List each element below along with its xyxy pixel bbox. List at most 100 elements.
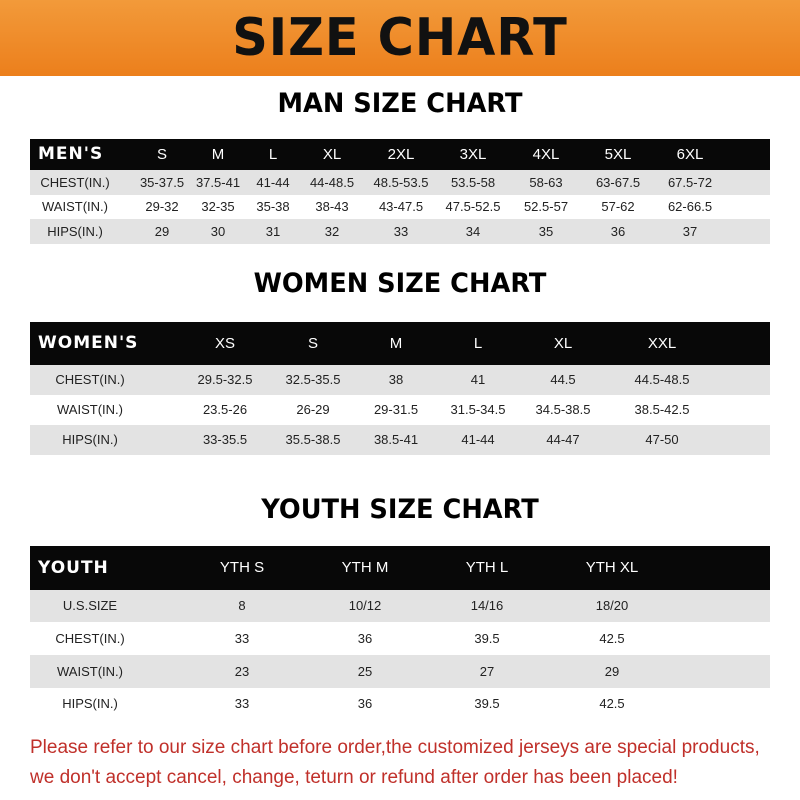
- size-header-cell: XXL: [647, 335, 677, 352]
- table-row: WAIST(IN.) 23 25 27 29: [30, 655, 770, 688]
- table-row: HIPS(IN.) 33-35.5 35.5-38.5 38.5-41 41-44 44-…: [30, 425, 770, 455]
- table-cell: 67.5-72: [667, 175, 713, 190]
- table-cell: 35.5-38.5: [285, 432, 341, 447]
- table-cell: 48.5-53.5: [373, 175, 429, 190]
- table-cell: 33: [234, 696, 250, 711]
- size-header-cell: YTH XL: [585, 559, 639, 576]
- table-cell: 36: [357, 696, 373, 711]
- table-cell: 47-50: [645, 432, 679, 447]
- table-cell: 38.5-42.5: [634, 402, 690, 417]
- table-cell: 31.5-34.5: [450, 402, 506, 417]
- size-chart-banner: SIZE CHART: [0, 0, 800, 76]
- table-cell: 36: [610, 224, 626, 239]
- table-cell: 23: [234, 664, 250, 679]
- table-cell: 26-29: [296, 402, 330, 417]
- size-header-cell: XS: [214, 335, 236, 352]
- table-cell: 23.5-26: [202, 402, 248, 417]
- table-title-cell: MEN'S: [38, 144, 104, 164]
- table-cell: 8: [238, 598, 246, 613]
- measurement-label: WAIST(IN.): [57, 402, 123, 417]
- notice-line-2: we don't accept cancel, change, teturn o…: [30, 767, 678, 788]
- table-header-row: MEN'S S M L XL 2XL 3XL 4XL 5XL 6XL: [30, 139, 770, 170]
- table-cell: 53.5-58: [450, 175, 496, 190]
- table-cell: 39.5: [474, 631, 500, 646]
- table-cell: 35-37.5: [139, 175, 185, 190]
- table-cell: 62-66.5: [667, 199, 713, 214]
- table-cell: 43-47.5: [378, 199, 424, 214]
- table-cell: 35: [538, 224, 554, 239]
- table-row: HIPS(IN.) 33 36 39.5 42.5: [30, 688, 770, 720]
- table-cell: 33: [234, 631, 250, 646]
- table-cell: 44-48.5: [309, 175, 355, 190]
- measurement-label: WAIST(IN.): [42, 199, 108, 214]
- table-row: WAIST(IN.) 23.5-26 26-29 29-31.5 31.5-34.5 34…: [30, 395, 770, 425]
- measurement-label: CHEST(IN.): [55, 372, 125, 387]
- size-header-cell: L: [268, 146, 278, 163]
- measurement-label: HIPS(IN.): [62, 432, 118, 447]
- table-cell: 39.5: [474, 696, 500, 711]
- table-row: WAIST(IN.) 29-32 32-35 35-38 38-43 43-47.5 47.…: [30, 195, 770, 219]
- table-cell: 38: [388, 372, 404, 387]
- size-header-cell: 5XL: [604, 146, 632, 163]
- table-header-row: WOMEN'S XS S M L XL XXL: [30, 322, 770, 365]
- size-header-cell: 3XL: [459, 146, 487, 163]
- table-cell: 29-32: [145, 199, 179, 214]
- size-header-cell: XL: [322, 146, 342, 163]
- table-cell: 29: [154, 224, 170, 239]
- banner-title: SIZE CHART: [232, 8, 568, 68]
- table-cell: 30: [210, 224, 226, 239]
- measurement-label: U.S.SIZE: [62, 598, 118, 613]
- order-notice: Please refer to our size chart before or…: [30, 733, 790, 793]
- table-cell: 41-44: [256, 175, 290, 190]
- size-header-cell: YTH M: [341, 559, 389, 576]
- measurement-label: CHEST(IN.): [40, 175, 110, 190]
- table-cell: 31: [265, 224, 281, 239]
- table-cell: 37: [682, 224, 698, 239]
- table-cell: 32-35: [201, 199, 235, 214]
- table-cell: 25: [357, 664, 373, 679]
- size-header-cell: M: [389, 335, 403, 352]
- table-cell: 33: [393, 224, 409, 239]
- table-cell: 35-38: [256, 199, 290, 214]
- table-cell: 41: [470, 372, 486, 387]
- table-cell: 27: [479, 664, 495, 679]
- measurement-label: HIPS(IN.): [47, 224, 103, 239]
- table-cell: 29.5-32.5: [197, 372, 253, 387]
- table-cell: 52.5-57: [523, 199, 569, 214]
- table-row: CHEST(IN.) 33 36 39.5 42.5: [30, 622, 770, 655]
- table-cell: 18/20: [595, 598, 629, 613]
- size-header-cell: S: [307, 335, 319, 352]
- table-cell: 38.5-41: [373, 432, 419, 447]
- size-header-cell: L: [473, 335, 483, 352]
- table-cell: 32: [324, 224, 340, 239]
- size-header-cell: XL: [553, 335, 573, 352]
- men-chart-title: MAN SIZE CHART: [277, 88, 523, 119]
- size-header-cell: YTH S: [219, 559, 265, 576]
- table-cell: 44.5-48.5: [634, 372, 690, 387]
- measurement-label: HIPS(IN.): [62, 696, 118, 711]
- table-cell: 38-43: [315, 199, 349, 214]
- table-title-cell: WOMEN'S: [38, 333, 139, 353]
- table-cell: 44-47: [546, 432, 580, 447]
- table-cell: 14/16: [470, 598, 504, 613]
- table-cell: 36: [357, 631, 373, 646]
- size-header-cell: 6XL: [676, 146, 704, 163]
- table-row: CHEST(IN.) 35-37.5 37.5-41 41-44 44-48.5 48.5…: [30, 170, 770, 195]
- table-title-cell: YOUTH: [38, 558, 109, 578]
- table-cell: 58-63: [529, 175, 563, 190]
- table-cell: 32.5-35.5: [285, 372, 341, 387]
- table-cell: 10/12: [348, 598, 382, 613]
- table-row: CHEST(IN.) 29.5-32.5 32.5-35.5 38 41 44.5 44.5…: [30, 365, 770, 395]
- measurement-label: CHEST(IN.): [55, 631, 125, 646]
- table-cell: 63-67.5: [595, 175, 641, 190]
- table-cell: 34.5-38.5: [535, 402, 591, 417]
- table-cell: 37.5-41: [195, 175, 241, 190]
- table-cell: 29: [604, 664, 620, 679]
- table-cell: 41-44: [461, 432, 495, 447]
- table-header-row: YOUTH YTH S YTH M YTH L YTH XL: [30, 546, 770, 590]
- size-header-cell: 4XL: [532, 146, 560, 163]
- women-chart-title: WOMEN SIZE CHART: [253, 268, 547, 299]
- notice-line-1: Please refer to our size chart before or…: [30, 737, 760, 758]
- table-row: U.S.SIZE 8 10/12 14/16 18/20: [30, 590, 770, 622]
- size-header-cell: 2XL: [387, 146, 415, 163]
